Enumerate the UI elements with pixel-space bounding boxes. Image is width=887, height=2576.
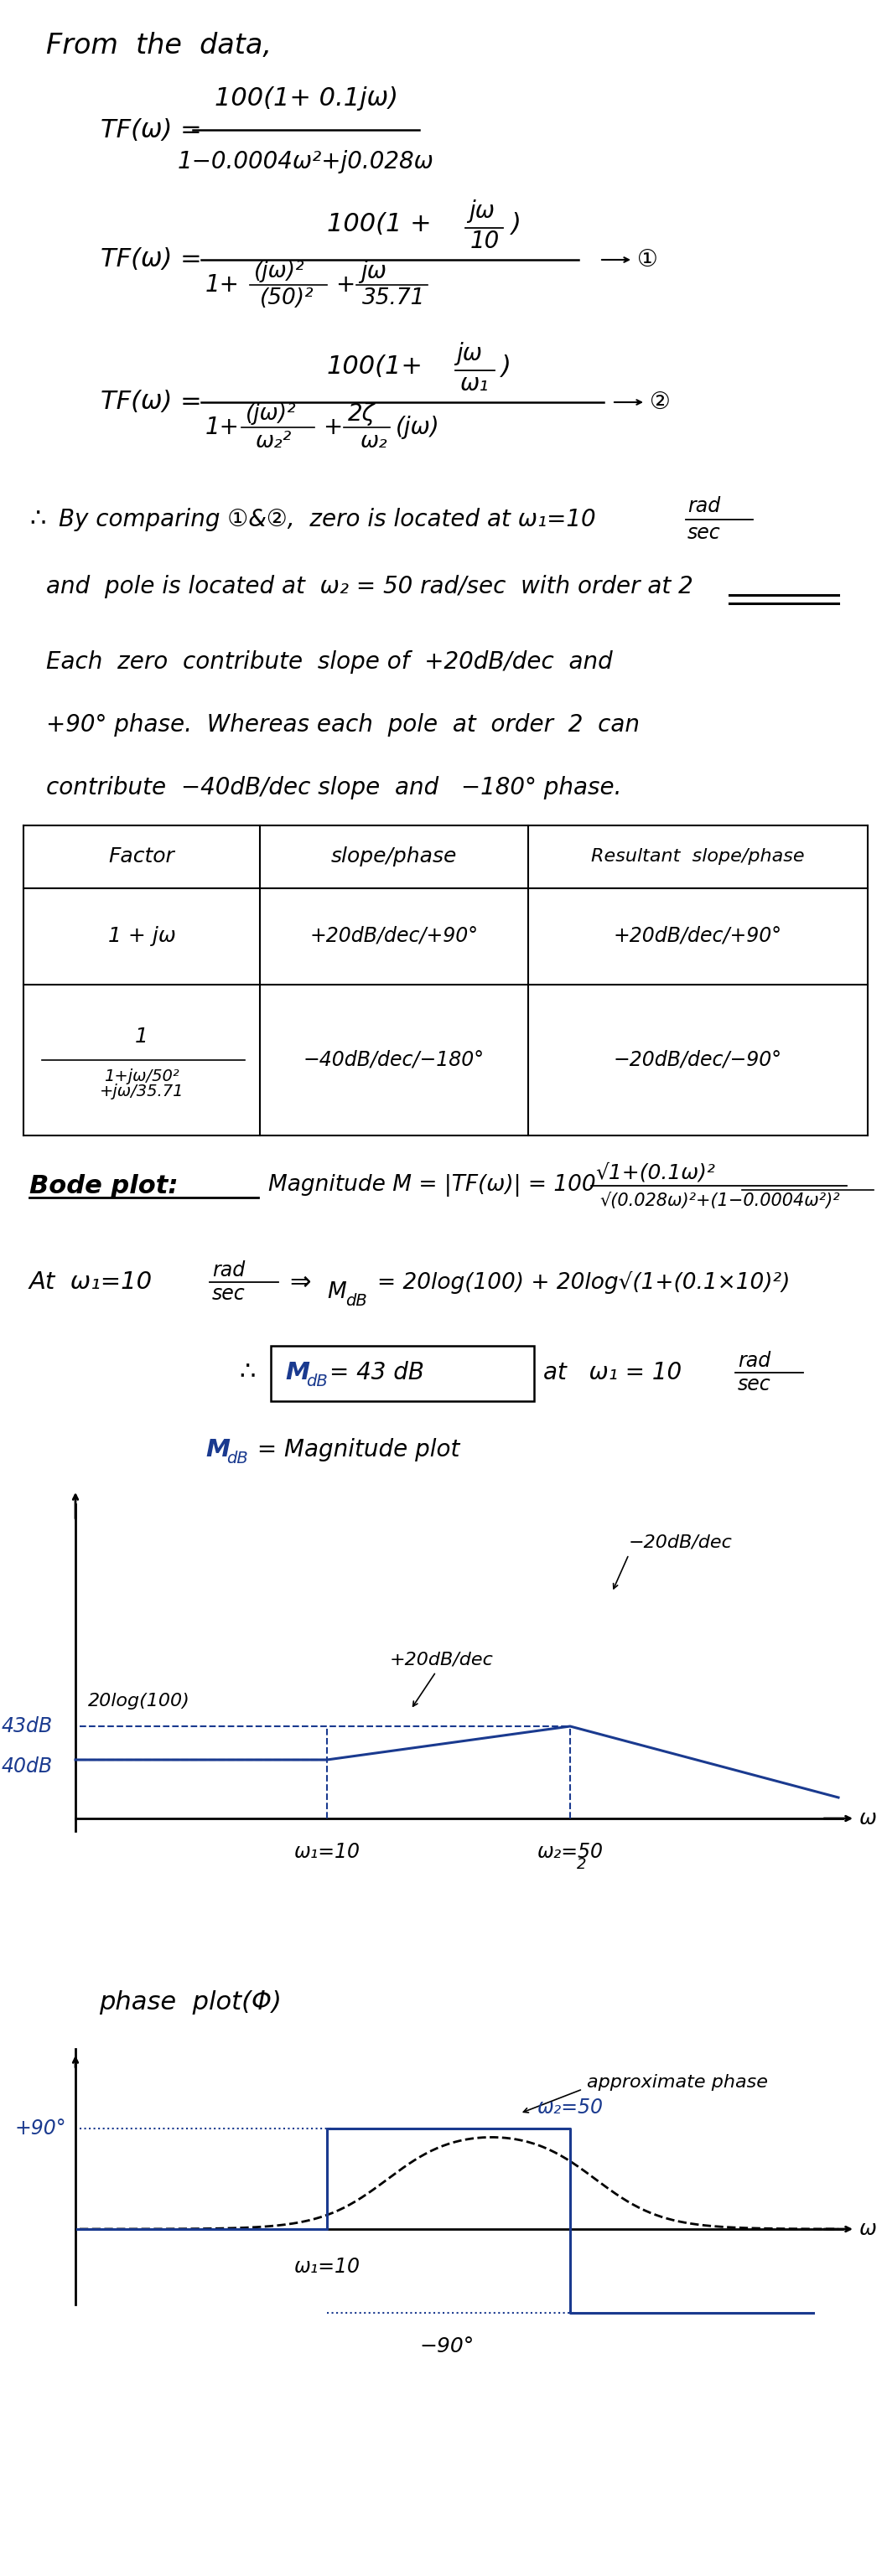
Text: 1−0.0004ω²+j0.028ω: 1−0.0004ω²+j0.028ω — [177, 149, 435, 173]
Text: M: M — [206, 1437, 230, 1461]
Text: M: M — [327, 1280, 346, 1303]
Text: 20log(100): 20log(100) — [88, 1692, 190, 1710]
Text: −40dB/dec/−180°: −40dB/dec/−180° — [303, 1051, 484, 1069]
Text: 1+: 1+ — [206, 273, 239, 296]
Text: +90° phase.  Whereas each  pole  at  order  2  can: +90° phase. Whereas each pole at order 2… — [46, 714, 640, 737]
Text: ω: ω — [860, 2218, 877, 2239]
Text: = 43 dB: = 43 dB — [329, 1360, 424, 1383]
Text: ω₂: ω₂ — [360, 430, 388, 453]
Text: ω: ω — [860, 1808, 877, 1829]
Text: (50)²: (50)² — [260, 289, 314, 309]
Text: TF(ω) =: TF(ω) = — [100, 118, 201, 142]
Text: 1+jω/50²: 1+jω/50² — [104, 1069, 179, 1084]
Text: 100(1 +: 100(1 + — [327, 211, 431, 237]
Text: ω₂=50: ω₂=50 — [537, 1842, 603, 1862]
Text: (jω)²: (jω)² — [254, 260, 305, 283]
Text: −90°: −90° — [420, 2336, 474, 2357]
Text: ω₁: ω₁ — [460, 371, 489, 397]
Text: jω: jω — [457, 343, 483, 366]
Text: ω₁=10: ω₁=10 — [294, 1842, 360, 1862]
Text: 1: 1 — [135, 1028, 148, 1046]
Text: 1 + jω: 1 + jω — [108, 925, 176, 945]
Text: By comparing ①&②,  zero is located at ω₁=10: By comparing ①&②, zero is located at ω₁=… — [59, 507, 596, 531]
Text: rad: rad — [738, 1350, 771, 1370]
Text: +90°: +90° — [14, 2117, 66, 2138]
Text: At  ω₁=10: At ω₁=10 — [29, 1270, 153, 1293]
Text: +20dB/dec/+90°: +20dB/dec/+90° — [613, 925, 781, 945]
Text: ω₁=10: ω₁=10 — [294, 2257, 360, 2277]
Text: 100(1+ 0.1jω): 100(1+ 0.1jω) — [214, 85, 397, 111]
Text: dB: dB — [226, 1450, 248, 1466]
Text: ②: ② — [650, 392, 671, 415]
Text: +jω/35.71: +jω/35.71 — [99, 1084, 184, 1100]
Text: and  pole is located at  ω₂ = 50 rad/sec  with order at 2: and pole is located at ω₂ = 50 rad/sec w… — [46, 574, 693, 598]
Text: −20dB/dec: −20dB/dec — [629, 1533, 733, 1551]
Text: ): ) — [512, 211, 522, 237]
Text: TF(ω) =: TF(ω) = — [100, 247, 201, 273]
Text: Resultant  slope/phase: Resultant slope/phase — [591, 848, 805, 866]
Text: rad: rad — [687, 497, 720, 515]
Text: Magnitude M = |TF(ω)| = 100: Magnitude M = |TF(ω)| = 100 — [268, 1175, 596, 1198]
Text: = 20log(100) + 20log√(1+(0.1×10)²): = 20log(100) + 20log√(1+(0.1×10)²) — [377, 1270, 790, 1293]
Text: √1+(0.1ω)²: √1+(0.1ω)² — [595, 1164, 715, 1182]
Text: 35.71: 35.71 — [362, 289, 426, 309]
Text: 2ζ: 2ζ — [348, 402, 375, 425]
Text: 2: 2 — [577, 1857, 586, 1873]
Text: jω: jω — [469, 198, 495, 224]
Text: sec: sec — [212, 1283, 246, 1303]
FancyBboxPatch shape — [271, 1345, 534, 1401]
Text: 43dB: 43dB — [2, 1716, 53, 1736]
Text: ): ) — [501, 355, 511, 379]
Text: M: M — [285, 1360, 310, 1383]
Text: ①: ① — [637, 247, 658, 270]
Text: +: + — [323, 415, 342, 438]
Text: sec: sec — [687, 523, 721, 544]
Text: ω₂=50: ω₂=50 — [537, 2097, 603, 2117]
Text: phase  plot(Φ): phase plot(Φ) — [99, 1991, 281, 2014]
Text: dB: dB — [306, 1373, 327, 1388]
Text: approximate phase: approximate phase — [587, 2074, 768, 2092]
Text: +20dB/dec/+90°: +20dB/dec/+90° — [310, 925, 478, 945]
Text: rad: rad — [212, 1260, 245, 1280]
Text: 40dB: 40dB — [2, 1757, 53, 1777]
Text: (jω): (jω) — [396, 415, 440, 438]
Text: ω₂²: ω₂² — [255, 430, 292, 453]
Text: +: + — [335, 273, 355, 296]
Text: 1+: 1+ — [206, 415, 239, 438]
Text: ∴: ∴ — [29, 507, 45, 531]
Text: Factor: Factor — [109, 848, 175, 866]
Text: 100(1+: 100(1+ — [327, 355, 423, 379]
Text: dB: dB — [345, 1293, 367, 1309]
Text: −20dB/dec/−90°: −20dB/dec/−90° — [613, 1051, 781, 1069]
Text: From  the  data,: From the data, — [46, 33, 271, 59]
Text: at   ω₁ = 10: at ω₁ = 10 — [543, 1360, 682, 1383]
Text: jω: jω — [360, 260, 387, 283]
Text: = Magnitude plot: = Magnitude plot — [250, 1437, 459, 1461]
Text: Bode plot:: Bode plot: — [29, 1175, 178, 1198]
Text: 10: 10 — [470, 229, 499, 252]
Text: slope/phase: slope/phase — [331, 848, 457, 866]
Text: contribute  −40dB/dec slope  and   −180° phase.: contribute −40dB/dec slope and −180° pha… — [46, 775, 622, 799]
Text: (jω)²: (jω)² — [246, 402, 296, 425]
Text: √(0.028ω)²+(1−0.0004ω²)²: √(0.028ω)²+(1−0.0004ω²)² — [600, 1193, 840, 1208]
Text: sec: sec — [738, 1376, 771, 1394]
Text: +20dB/dec: +20dB/dec — [390, 1651, 494, 1667]
Text: TF(ω) =: TF(ω) = — [100, 389, 201, 415]
Text: ∴: ∴ — [239, 1360, 255, 1386]
Text: ⇒: ⇒ — [289, 1270, 310, 1293]
Text: Each  zero  contribute  slope of  +20dB/dec  and: Each zero contribute slope of +20dB/dec … — [46, 649, 613, 675]
